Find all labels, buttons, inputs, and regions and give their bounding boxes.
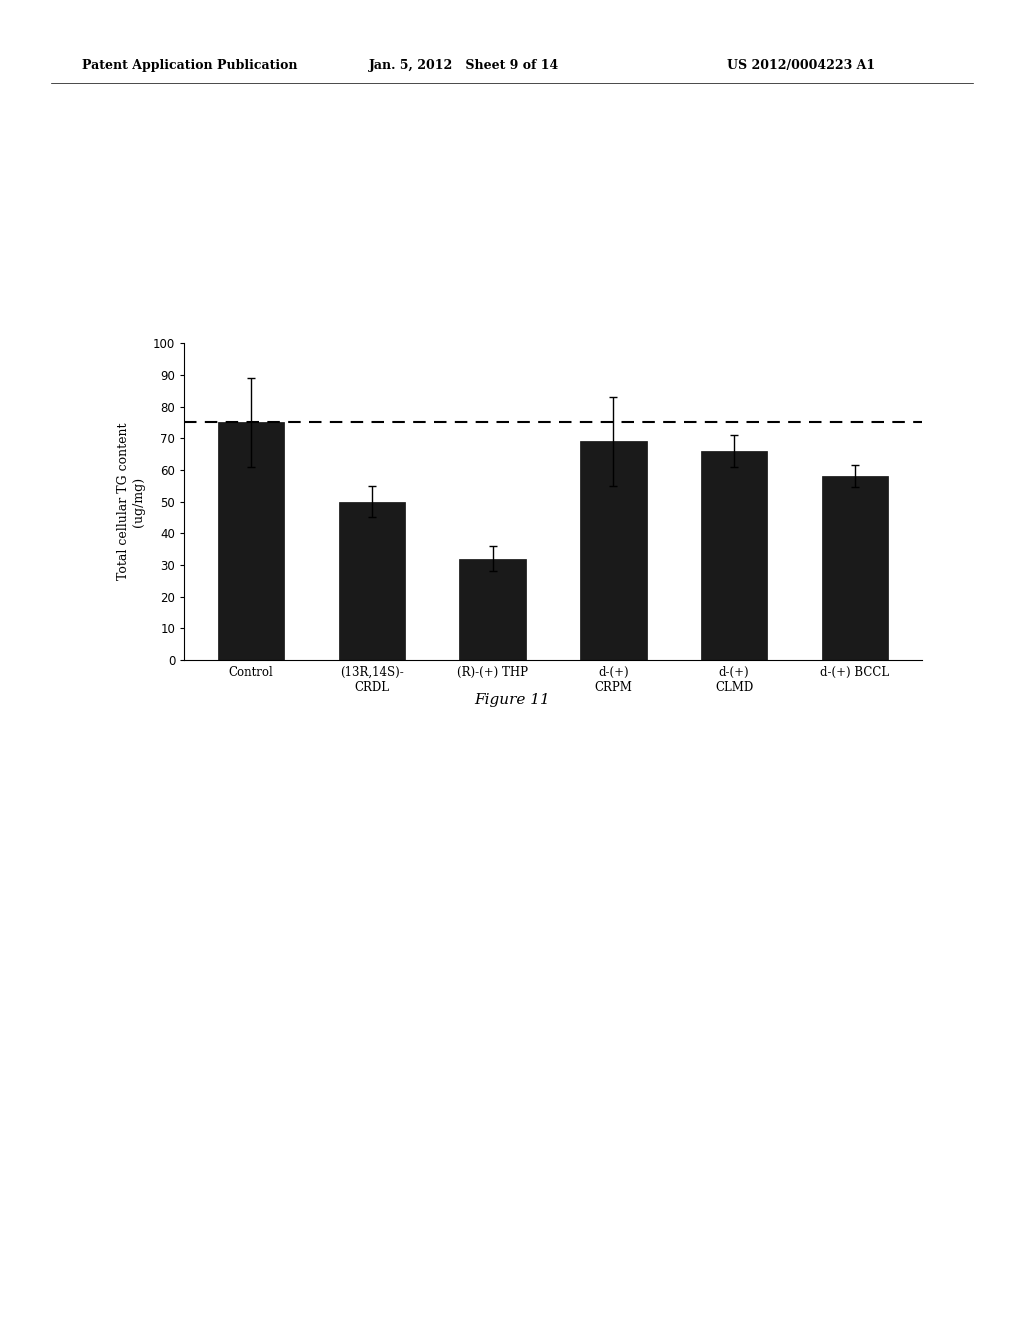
Bar [218, 422, 285, 660]
Text: Figure 11: Figure 11 [474, 693, 550, 708]
Bar [339, 502, 406, 660]
Bar [821, 477, 888, 660]
Text: Jan. 5, 2012   Sheet 9 of 14: Jan. 5, 2012 Sheet 9 of 14 [369, 59, 559, 73]
Bar [700, 451, 767, 660]
Bar [581, 441, 646, 660]
Text: Patent Application Publication: Patent Application Publication [82, 59, 297, 73]
Y-axis label: Total cellular TG content
(ug/mg): Total cellular TG content (ug/mg) [117, 422, 144, 581]
Text: US 2012/0004223 A1: US 2012/0004223 A1 [727, 59, 876, 73]
Bar [460, 558, 525, 660]
